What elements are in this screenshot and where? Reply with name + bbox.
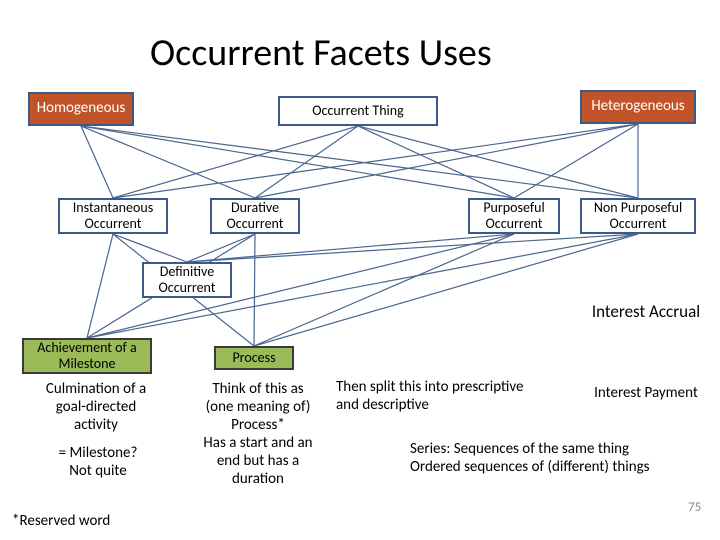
text-interest_accrual: Interest Accrual [576,302,716,322]
text-reserved: *Reserved word [12,512,152,530]
edge-heterogeneous-purposeful [514,124,638,198]
node-process: Process [214,346,294,370]
edge-homogeneous-purposeful [81,126,514,198]
node-instantaneous: InstantaneousOccurrent [58,198,168,234]
node-nonpurposeful: Non PurposefulOccurrent [580,198,696,234]
edge-homogeneous-durative [81,126,255,198]
edge-instantaneous-achievement [87,234,113,338]
edge-purposeful-definitive [187,234,514,262]
node-achievement: Achievement of aMilestone [22,338,152,374]
node-heterogeneous: Heterogeneous [580,90,696,124]
text-series: Series: Sequences of the same thingOrder… [410,440,710,476]
edge-heterogeneous-instantaneous [113,124,638,198]
text-think_of: Think of this as(one meaning of)Process*… [178,380,338,488]
node-definitive: DefinitiveOccurrent [142,262,232,298]
edge-instantaneous-definitive [113,234,187,262]
node-durative: DurativeOccurrent [210,198,300,234]
slide-title: Occurrent Facets Uses [150,30,492,76]
edge-homogeneous-instantaneous [81,126,113,198]
edge-heterogeneous-durative [255,124,638,198]
edge-durative-process [254,234,255,346]
edge-nonpurposeful-process [254,234,638,346]
node-homogeneous: Homogeneous [28,92,134,126]
node-purposeful: PurposefulOccurrent [468,198,560,234]
edge-occurrent_thing-nonpurposeful [358,126,638,198]
edge-occurrent_thing-instantaneous [113,126,358,198]
text-slidenum: 75 [688,500,701,515]
edge-durative-definitive [187,234,255,262]
text-then_split: Then split this into prescriptiveand des… [336,378,576,414]
text-milestone_q: = Milestone?Not quite [38,444,158,480]
edge-occurrent_thing-purposeful [358,126,514,198]
text-interest_payment: Interest Payment [576,384,716,402]
edge-occurrent_thing-durative [255,126,358,198]
edge-purposeful-process [254,234,514,346]
edge-homogeneous-nonpurposeful [81,126,638,198]
node-occurrent_thing: Occurrent Thing [278,96,438,126]
text-culmination: Culmination of agoal-directedactivity [26,380,166,434]
edge-nonpurposeful-definitive [187,234,638,262]
